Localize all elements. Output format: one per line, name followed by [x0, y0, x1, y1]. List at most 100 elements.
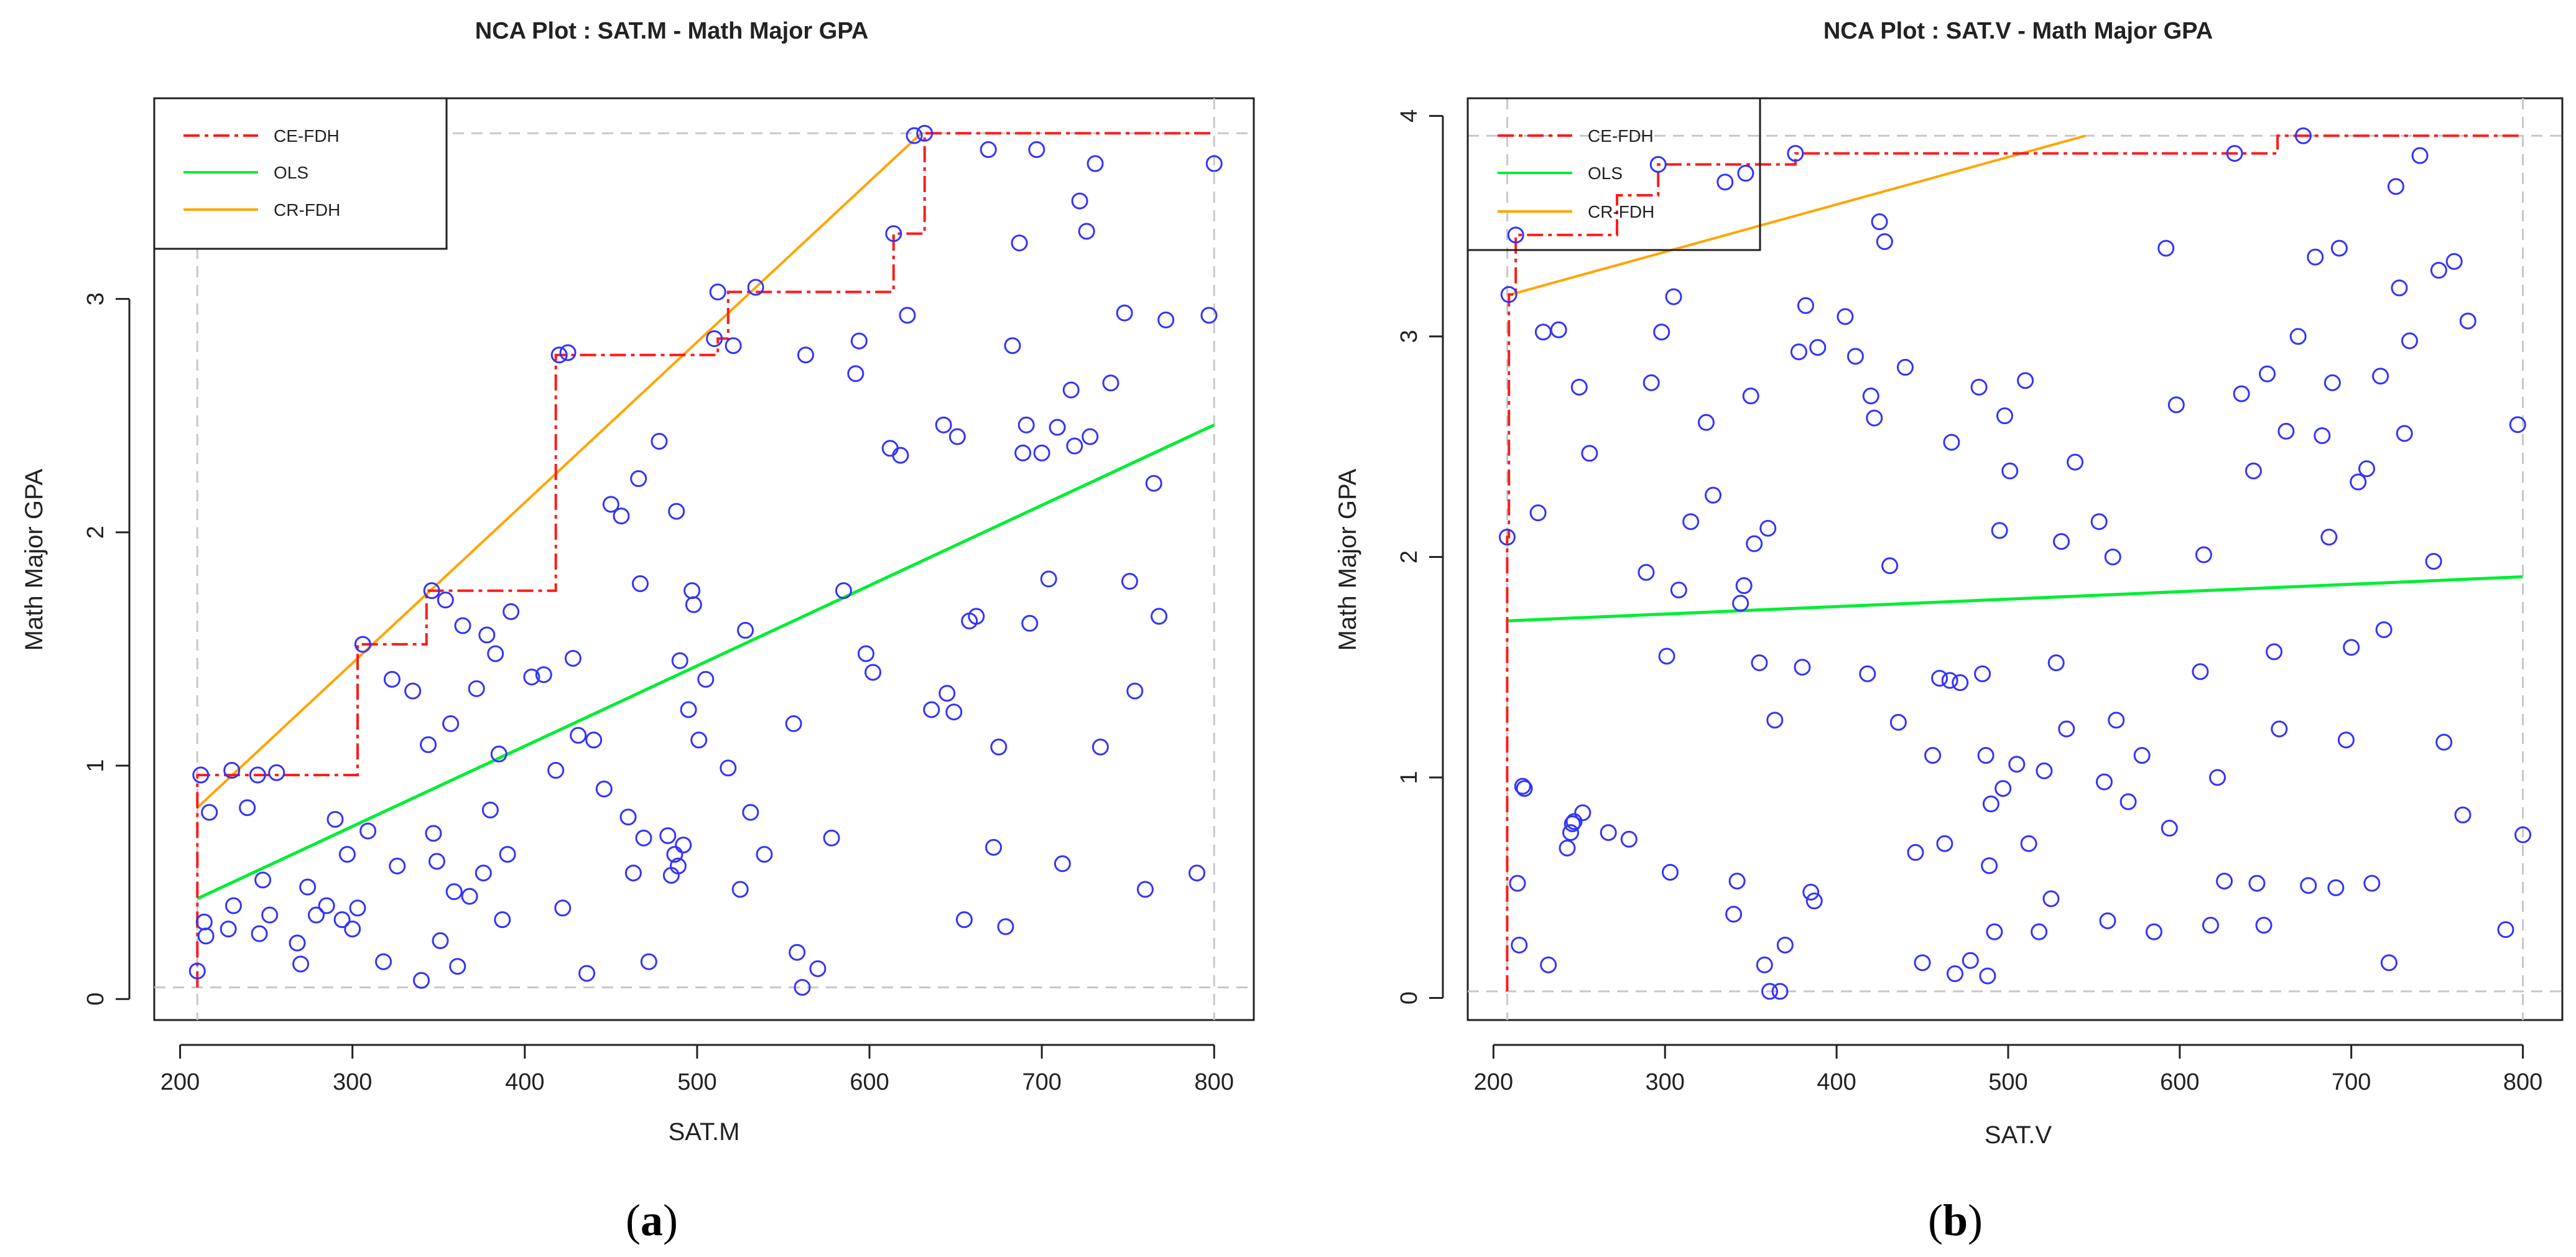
data-point [225, 897, 242, 914]
data-point [487, 645, 504, 662]
data-point [2396, 425, 2413, 442]
data-point [2001, 462, 2019, 480]
data-point [2391, 279, 2408, 297]
data-point [1565, 813, 1583, 830]
data-point [1498, 529, 1516, 546]
data-point [742, 804, 759, 821]
y-tick-label: 1 [83, 759, 109, 772]
data-point [468, 680, 485, 697]
y-axis: 0 1 2 3 [83, 292, 131, 1006]
data-point [1725, 906, 1743, 923]
data-point [1981, 857, 1998, 874]
data-point [906, 127, 923, 144]
data-point [445, 883, 463, 901]
data-point [797, 346, 814, 364]
data-point [892, 447, 909, 464]
data-point [2459, 312, 2476, 330]
data-point [916, 124, 934, 142]
data-point [864, 664, 882, 681]
data-point [1529, 504, 1547, 522]
data-point [968, 608, 985, 625]
data-point [413, 972, 430, 989]
data-point [389, 857, 406, 874]
ols-series [1507, 575, 2523, 623]
data-point [1790, 343, 1807, 361]
data-point [2497, 921, 2514, 939]
data-point [2047, 654, 2065, 672]
data-point [2300, 877, 2317, 894]
data-point [1649, 155, 1667, 173]
data-point [2058, 720, 2075, 738]
data-point [823, 829, 840, 847]
data-point [1642, 374, 1660, 391]
data-point [2099, 912, 2116, 929]
data-point [2271, 720, 2288, 738]
data-point [675, 837, 692, 854]
data-point [1881, 557, 1899, 575]
x-tick-label: 800 [1195, 1069, 1234, 1095]
data-point [1014, 444, 1032, 462]
x-tick-label: 300 [333, 1069, 372, 1095]
data-point [2052, 533, 2070, 550]
data-point [494, 911, 511, 929]
data-point [631, 575, 649, 592]
data-point [1004, 337, 1021, 355]
y-axis-label: Math Major GPA [21, 468, 48, 651]
data-point [2387, 178, 2404, 195]
data-point [1574, 804, 1591, 822]
data-point [454, 617, 471, 634]
data-point [2509, 416, 2526, 434]
data-point [1514, 777, 1531, 795]
data-point [481, 801, 499, 819]
ols-series [197, 423, 1215, 901]
data-point [685, 596, 702, 613]
data-point [2323, 374, 2341, 391]
data-point [251, 925, 268, 942]
data-point [630, 470, 647, 488]
data-point [1936, 835, 1953, 852]
y-tick-label: 0 [1396, 991, 1422, 1004]
data-point [268, 764, 285, 781]
data-point [420, 736, 437, 753]
data-point [2216, 873, 2233, 890]
x-tick-label: 400 [1817, 1069, 1856, 1095]
data-point [1136, 881, 1154, 898]
data-point [2337, 731, 2355, 749]
data-point [1996, 407, 2013, 425]
x-axis-label: SAT.V [1985, 1121, 2052, 1149]
data-point [289, 934, 306, 952]
data-point [1564, 815, 1581, 832]
data-point [1735, 577, 1753, 595]
data-point [1062, 381, 1080, 399]
data-point [1717, 174, 1734, 191]
data-point [1600, 824, 1617, 842]
data-point [945, 703, 963, 721]
data-point [1145, 475, 1162, 492]
data-point [2320, 529, 2338, 546]
data-point [2445, 253, 2463, 270]
data-point [1751, 654, 1768, 672]
data-point [923, 701, 940, 718]
data-point [1033, 444, 1050, 462]
x-tick-label: 500 [677, 1069, 716, 1095]
data-point [2358, 460, 2376, 478]
data-point [1742, 387, 1759, 405]
data-point [1974, 665, 1991, 682]
data-point [683, 582, 701, 600]
data-point [2375, 621, 2393, 638]
data-point [2294, 127, 2312, 144]
data-point [1091, 738, 1109, 756]
legend-ols-label: OLS [274, 163, 308, 182]
data-point [1889, 713, 1907, 731]
data-point [1802, 883, 1820, 901]
data-point [706, 330, 723, 347]
data-point [195, 913, 213, 930]
data-point [785, 715, 802, 733]
data-point [990, 738, 1008, 756]
legend-ce-fdh-label: CE-FDH [1588, 126, 1654, 146]
data-point [1728, 873, 1746, 890]
data-point [613, 508, 630, 525]
data-point [2067, 453, 2084, 471]
data-point [354, 636, 371, 653]
data-point [475, 865, 492, 882]
